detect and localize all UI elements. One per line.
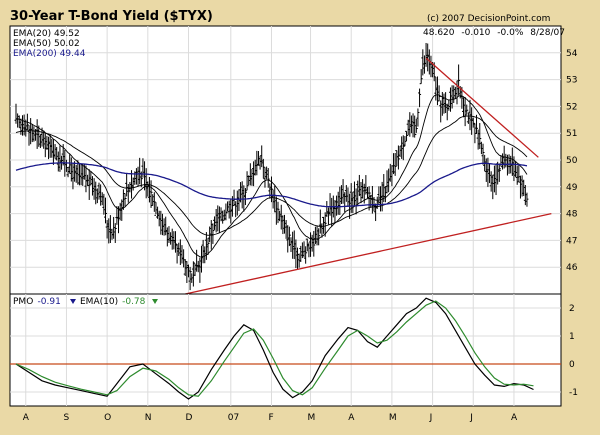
y-tick-label: 52: [566, 102, 577, 112]
price-bar: [481, 143, 485, 165]
price-bar: [304, 246, 308, 264]
x-axis: A S O N D 07 F M A M J J A: [23, 413, 518, 423]
price-legend: EMA(20) 49.52 EMA(50) 50.02 EMA(200) 49.…: [13, 29, 86, 59]
resistance-trendline: [425, 57, 539, 158]
price-bar: [414, 118, 418, 135]
price-bar: [245, 171, 249, 191]
price-bar: [457, 64, 461, 96]
x-tick-label: A: [511, 413, 518, 423]
pmo-y-axis: 2 1 0 -1: [569, 304, 578, 398]
y-tick-label: 47: [566, 236, 577, 246]
y-tick-label: 54: [566, 49, 578, 59]
y-tick-label: 51: [566, 129, 577, 139]
ema20-line: [15, 94, 528, 258]
price-bar: [276, 201, 280, 224]
price-bar: [317, 228, 321, 246]
price-bars: [14, 42, 529, 291]
pmo-grid: [10, 294, 561, 406]
price-bar: [405, 130, 409, 142]
price-y-axis: 54 53 52 51 50 49 48 47 46: [566, 49, 578, 273]
price-grid: [10, 26, 561, 294]
price-bar: [497, 163, 501, 182]
ema50-line: [15, 115, 528, 236]
price-bar: [416, 108, 420, 127]
pmo-y-tick-label: 0: [569, 360, 575, 370]
price-bar: [393, 152, 397, 176]
x-tick-label: J: [469, 413, 473, 423]
quote-readout: 48.620 -0.010 -0.0% 8/28/07: [423, 28, 565, 38]
price-bar: [465, 104, 469, 116]
x-tick-label: J: [429, 413, 433, 423]
price-bar: [261, 158, 265, 179]
price-bar: [123, 193, 127, 207]
pmo-lines: [15, 297, 534, 400]
legend-ema50: EMA(50) 50.02: [13, 39, 80, 49]
support-trendline: [185, 212, 552, 295]
y-tick-label: 48: [566, 210, 578, 220]
price-bar: [211, 223, 215, 244]
x-tick-label: A: [23, 413, 30, 423]
x-tick-label: N: [145, 413, 152, 423]
y-tick-label: 53: [566, 76, 577, 86]
triangle-down-icon: [70, 299, 76, 304]
ema200-line: [15, 162, 528, 208]
price-bar: [113, 223, 117, 243]
copyright-label: (c) 2007 DecisionPoint.com: [427, 14, 550, 24]
price-bar: [471, 117, 475, 128]
pmo-y-tick-label: -1: [569, 388, 578, 398]
chart-title: 30-Year T-Bond Yield ($TYX): [10, 9, 213, 24]
price-bar: [312, 230, 316, 257]
y-tick-label: 50: [566, 156, 578, 166]
pmo-legend: PMO -0.91 EMA(10) -0.78: [13, 297, 158, 307]
price-bar: [266, 167, 270, 188]
pmo-legend-text: PMO -0.91: [13, 297, 61, 307]
x-tick-label: M: [308, 413, 316, 423]
legend-ema200: EMA(200) 49.44: [13, 49, 86, 59]
pmo-panel: [9, 293, 562, 407]
price-bar: [206, 237, 210, 255]
pmo-line: [15, 297, 534, 400]
pmo-ema-legend-text: EMA(10) -0.78: [80, 297, 146, 307]
y-tick-label: 49: [566, 183, 578, 193]
x-tick-label: O: [104, 413, 111, 423]
x-tick-label: F: [268, 413, 273, 423]
price-bar: [287, 226, 291, 247]
price-bar: [418, 88, 422, 108]
triangle-down-icon: [152, 299, 158, 304]
price-bar: [323, 212, 327, 237]
x-tick-label: M: [389, 413, 397, 423]
pmo-y-tick-label: 2: [569, 304, 575, 314]
y-tick-label: 46: [566, 263, 578, 273]
price-lines: [15, 57, 552, 295]
price-bar: [243, 188, 247, 206]
price-bar: [396, 145, 400, 170]
legend-ema20: EMA(20) 49.52: [13, 29, 80, 39]
price-bar: [525, 192, 529, 207]
x-tick-label: D: [185, 413, 192, 423]
x-tick-label: A: [348, 413, 355, 423]
price-bar: [104, 197, 107, 224]
pmo-ema-line: [15, 300, 534, 397]
price-bar: [478, 123, 482, 149]
price-bar: [152, 192, 156, 212]
price-bar: [403, 136, 407, 147]
pmo-y-tick-label: 1: [569, 332, 575, 342]
x-tick-label: S: [63, 413, 69, 423]
price-bar: [419, 69, 423, 85]
price-bar: [475, 114, 479, 134]
x-tick-label: 07: [228, 413, 239, 423]
price-bar: [224, 203, 228, 221]
